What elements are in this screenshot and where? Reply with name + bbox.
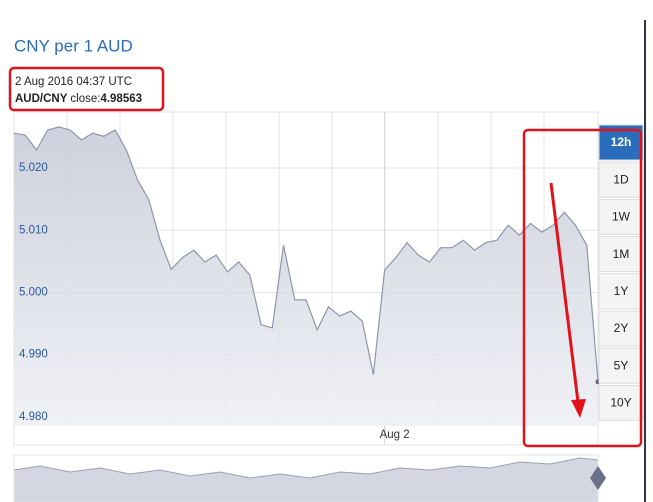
range-button[interactable] [598, 347, 644, 384]
x-axis-band [13, 424, 599, 446]
annotation-box [522, 128, 643, 448]
range-button[interactable] [598, 384, 644, 421]
x-tick-label: Aug 2 [380, 429, 410, 441]
range-button-label[interactable]: 1W [612, 210, 631, 224]
y-tick-label: 5.020 [19, 162, 48, 174]
close-value: 4.98563 [100, 93, 142, 105]
range-button-label[interactable]: 1D [613, 172, 629, 186]
range-button[interactable] [598, 236, 644, 273]
range-button-label[interactable]: 10Y [610, 396, 631, 410]
range-button-label[interactable]: 1Y [614, 284, 629, 298]
y-tick-label: 4.990 [19, 349, 48, 361]
close-line: AUD/CNY close:4.98563 [15, 93, 142, 105]
navigator-area [13, 457, 599, 502]
annotation-box [8, 66, 165, 112]
range-button-label[interactable]: 2Y [614, 321, 629, 335]
close-label: close: [70, 93, 100, 105]
annotation-arrow [549, 182, 580, 403]
y-tick-label: 5.000 [19, 286, 48, 298]
range-button-label[interactable]: 1M [613, 247, 630, 261]
range-button[interactable] [598, 161, 644, 198]
chart-title: CNY per 1 AUD [14, 36, 133, 55]
navigator-handle [590, 466, 606, 490]
range-button[interactable] [598, 273, 644, 310]
area-fill [14, 126, 598, 426]
pair: AUD/CNY [15, 93, 68, 105]
range-button[interactable] [598, 198, 644, 235]
y-tick-label: 5.010 [19, 224, 48, 236]
line [13, 126, 599, 382]
timestamp: 2 Aug 2016 04:37 UTC [15, 76, 132, 88]
labels: 5.020 5.010 5.000 4.990 4.980 Aug 2 [19, 162, 410, 441]
range-button[interactable] [598, 310, 644, 347]
range-button-label[interactable]: 12h [611, 135, 632, 149]
y-tick-label: 4.980 [19, 411, 48, 423]
range-button-label[interactable]: 5Y [614, 358, 629, 372]
range-buttons: 12h 1D 1W 1M 1Y 2Y 5Y 10Y [598, 124, 644, 421]
annotation-arrowhead [571, 399, 586, 418]
